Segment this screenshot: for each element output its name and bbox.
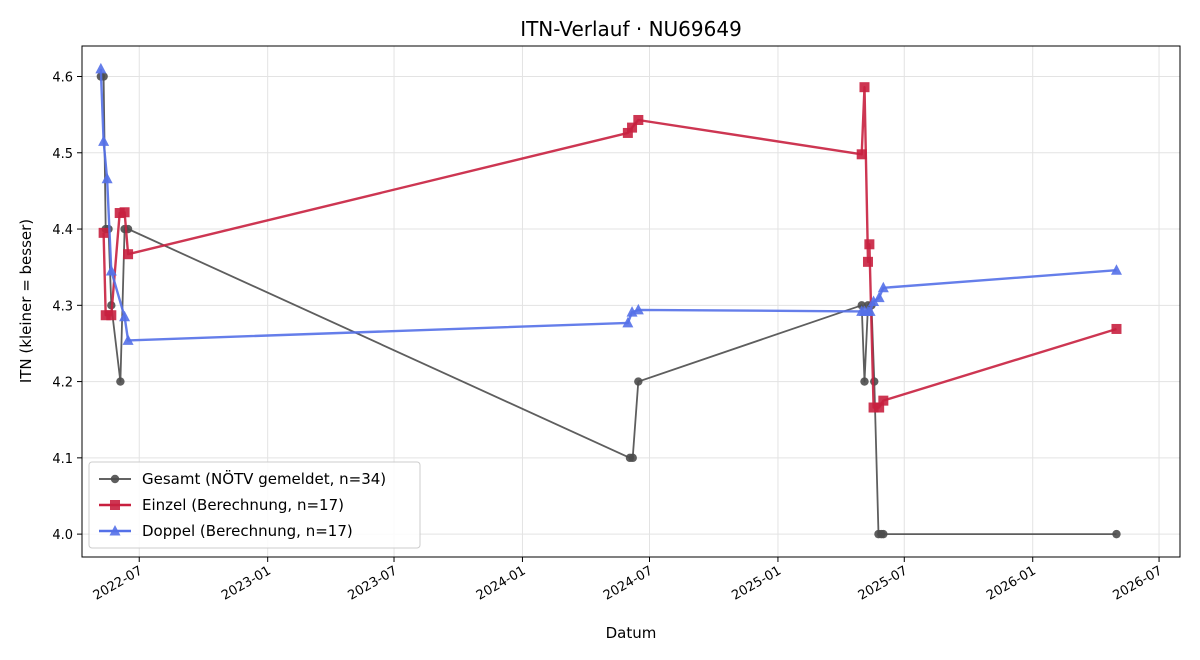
data-point-einzel [123,249,134,260]
legend-marker-gesamt [110,474,120,484]
legend-box [88,461,421,549]
legend-label-gesamt: Gesamt (NÖTV gemeldet, n=34) [142,469,386,488]
data-point-einzel [119,207,130,218]
data-point-gesamt [870,377,879,386]
data-point-doppel [95,62,107,74]
x-axis-label: Datum [606,624,657,642]
data-point-doppel [873,291,885,303]
data-point-gesamt [116,377,125,386]
data-point-doppel [868,295,880,306]
data-point-einzel [622,127,633,138]
legend-label-doppel: Doppel (Berechnung, n=17) [142,522,353,540]
series-layer [95,62,1122,539]
data-point-doppel [119,310,131,322]
y-tick-label: 4.4 [52,223,73,238]
y-tick-label: 4.1 [52,452,73,467]
data-point-einzel [878,395,889,406]
data-point-gesamt [634,377,643,386]
chart-title: ITN-Verlauf · NU69649 [520,17,742,41]
data-point-einzel [633,114,644,125]
legend: Gesamt (NÖTV gemeldet, n=34) Einzel (Bere… [88,461,421,549]
y-tick-label: 4.6 [52,71,73,86]
data-point-einzel [100,310,111,321]
data-point-einzel [856,149,867,160]
data-point-gesamt [860,377,869,386]
data-point-einzel [98,227,109,238]
data-point-einzel [874,402,885,413]
data-point-gesamt [879,529,888,539]
y-tick-label: 4.0 [52,528,73,543]
data-point-doppel [622,316,634,328]
grid [82,46,1180,557]
data-point-einzel [106,310,117,321]
data-point-einzel [862,256,873,267]
legend-label-einzel: Einzel (Berechnung, n=17) [142,496,344,514]
data-point-einzel [864,239,875,250]
data-point-einzel [1111,323,1122,334]
data-point-einzel [859,82,870,93]
series-einzel [98,82,1122,413]
data-point-doppel [632,303,644,315]
data-point-doppel [1110,264,1122,275]
y-axis-label: ITN (kleiner = besser) [17,219,35,383]
series-doppel [95,62,1122,345]
data-point-einzel [868,402,879,413]
legend-marker-einzel [110,500,120,510]
data-point-doppel [98,135,110,146]
legend-marker-doppel [109,525,121,536]
y-tick-label: 4.3 [52,299,73,314]
data-point-gesamt [628,453,637,463]
data-point-doppel [877,281,889,293]
data-point-doppel [122,334,134,345]
data-point-doppel [864,305,876,316]
y-tick-label: 4.2 [52,376,73,391]
data-point-doppel [101,172,113,184]
data-point-gesamt [1112,529,1121,539]
y-tick-label: 4.5 [52,147,73,162]
data-point-einzel [627,122,638,133]
plot-frame [81,45,1181,558]
data-point-doppel [105,264,117,276]
